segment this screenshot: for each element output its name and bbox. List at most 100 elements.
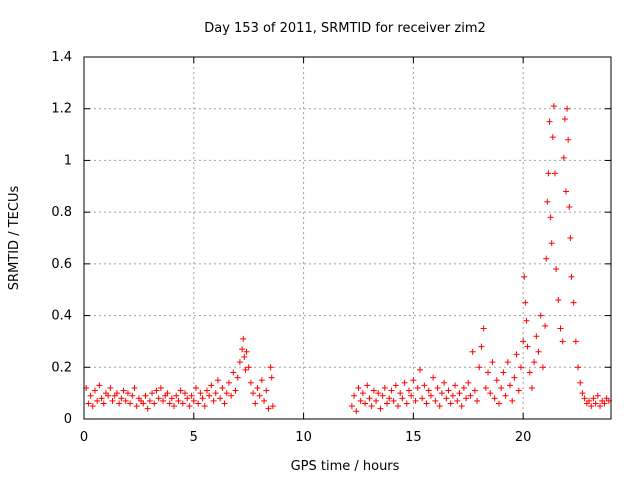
x-tick-label: 10 bbox=[295, 430, 312, 445]
data-point bbox=[577, 379, 584, 386]
data-point bbox=[456, 390, 463, 397]
data-point bbox=[467, 392, 474, 399]
data-point bbox=[549, 134, 556, 141]
data-point bbox=[570, 299, 577, 306]
data-point bbox=[480, 325, 487, 332]
data-point bbox=[515, 387, 522, 394]
data-point bbox=[557, 325, 564, 332]
data-point bbox=[586, 397, 593, 404]
data-point bbox=[247, 379, 254, 386]
data-point bbox=[562, 188, 569, 195]
data-point bbox=[210, 397, 217, 404]
data-point bbox=[206, 392, 213, 399]
data-point bbox=[377, 405, 384, 412]
data-point bbox=[493, 377, 500, 384]
data-point bbox=[559, 338, 566, 345]
x-tick-label: 0 bbox=[80, 430, 88, 445]
data-point bbox=[236, 359, 243, 366]
data-point bbox=[348, 403, 355, 410]
data-point bbox=[436, 403, 443, 410]
data-point bbox=[543, 255, 550, 262]
data-point bbox=[566, 203, 573, 210]
data-point bbox=[572, 338, 579, 345]
data-point bbox=[146, 397, 153, 404]
data-point bbox=[195, 400, 202, 407]
data-point bbox=[458, 403, 465, 410]
data-point bbox=[105, 392, 112, 399]
data-point bbox=[188, 392, 195, 399]
data-point bbox=[565, 136, 572, 143]
data-point bbox=[201, 403, 208, 410]
data-point bbox=[175, 397, 182, 404]
data-point bbox=[133, 403, 140, 410]
data-point bbox=[214, 377, 221, 384]
data-point bbox=[192, 384, 199, 391]
data-point bbox=[217, 395, 224, 402]
points-layer bbox=[83, 103, 612, 415]
data-point bbox=[447, 400, 454, 407]
data-point bbox=[544, 198, 551, 205]
data-point bbox=[250, 390, 257, 397]
data-point bbox=[155, 395, 162, 402]
data-point bbox=[548, 240, 555, 247]
data-point bbox=[452, 382, 459, 389]
data-point bbox=[190, 397, 197, 404]
data-point bbox=[362, 400, 369, 407]
data-point bbox=[416, 366, 423, 373]
data-point bbox=[601, 400, 608, 407]
data-point bbox=[537, 312, 544, 319]
data-point bbox=[498, 384, 505, 391]
y-tick-label: 0.4 bbox=[51, 309, 72, 324]
data-point bbox=[401, 379, 408, 386]
y-axis-title: SRMTID / TECUs bbox=[7, 186, 22, 291]
data-point bbox=[539, 364, 546, 371]
data-point bbox=[366, 395, 373, 402]
data-point bbox=[454, 397, 461, 404]
ticks-layer: 0 5 10 15 20 0 0.2 0.4 0.6 0.8 1 1.2 1.4 bbox=[51, 50, 611, 445]
data-point bbox=[267, 364, 274, 371]
data-point bbox=[392, 382, 399, 389]
data-point bbox=[496, 400, 503, 407]
data-point bbox=[219, 384, 226, 391]
data-point bbox=[87, 392, 94, 399]
data-point bbox=[506, 382, 513, 389]
data-point bbox=[546, 118, 553, 125]
data-point bbox=[254, 384, 261, 391]
data-point bbox=[542, 322, 549, 329]
data-point bbox=[513, 351, 520, 358]
data-point bbox=[373, 397, 380, 404]
data-point bbox=[364, 382, 371, 389]
data-point bbox=[269, 403, 276, 410]
data-point bbox=[116, 400, 123, 407]
data-point bbox=[242, 366, 249, 373]
data-point bbox=[256, 392, 263, 399]
data-point bbox=[171, 403, 178, 410]
data-point bbox=[221, 400, 228, 407]
data-point bbox=[379, 392, 386, 399]
data-point bbox=[142, 392, 149, 399]
data-point bbox=[427, 392, 434, 399]
data-point bbox=[197, 390, 204, 397]
data-point bbox=[375, 390, 382, 397]
data-point bbox=[370, 387, 377, 394]
data-point bbox=[120, 387, 127, 394]
data-point bbox=[597, 403, 604, 410]
data-point bbox=[443, 395, 450, 402]
data-point bbox=[252, 400, 259, 407]
data-point bbox=[239, 346, 246, 353]
data-point bbox=[531, 359, 538, 366]
data-point bbox=[522, 299, 529, 306]
data-point bbox=[500, 369, 507, 376]
data-point bbox=[482, 384, 489, 391]
data-point bbox=[166, 400, 173, 407]
data-point bbox=[241, 353, 248, 360]
data-point bbox=[410, 377, 417, 384]
data-point bbox=[258, 377, 265, 384]
data-point bbox=[487, 390, 494, 397]
data-point bbox=[434, 384, 441, 391]
data-point bbox=[471, 387, 478, 394]
y-tick-label: 0.2 bbox=[51, 360, 72, 375]
data-point bbox=[131, 384, 138, 391]
data-point bbox=[124, 390, 131, 397]
data-point bbox=[149, 390, 156, 397]
